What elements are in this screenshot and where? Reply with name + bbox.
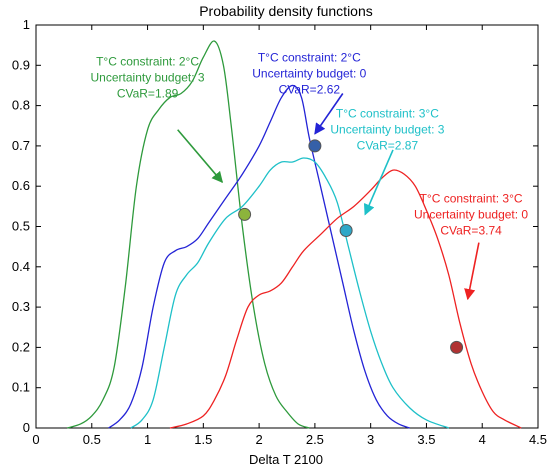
annotation-text-0: CVaR=1.89 — [117, 86, 179, 100]
y-tick-label: 0.3 — [12, 299, 30, 314]
annotation-text-2: Uncertainty budget: 3 — [330, 123, 444, 137]
cvar-marker-3 — [450, 340, 464, 354]
annotation-arrow-3 — [464, 242, 480, 301]
y-tick-label: 0.4 — [12, 259, 30, 274]
y-tick-label: 0.8 — [12, 98, 30, 113]
y-tick-label: 0.1 — [12, 380, 30, 395]
series-line-3 — [169, 169, 522, 429]
cvar-marker-1 — [308, 139, 322, 153]
annotation-arrow-2 — [363, 149, 394, 216]
annotation-arrow-0 — [177, 129, 224, 184]
series-line-0 — [67, 40, 310, 429]
x-tick-label: 2.5 — [306, 432, 324, 447]
annotation-arrow-1 — [314, 93, 344, 135]
y-tick-label: 0.2 — [12, 339, 30, 354]
annotation-text-1: Uncertainty budget: 0 — [252, 66, 366, 80]
x-tick-label: 4 — [479, 432, 486, 447]
annotation-text-3: CVaR=3.74 — [440, 223, 502, 237]
annotation-text-0: T°C constraint: 2°C — [96, 54, 199, 68]
annotation-text-1: T°C constraint: 2°C — [258, 50, 361, 64]
y-tick-label: 0.9 — [12, 57, 30, 72]
annotation-text-3: T°C constraint: 3°C — [420, 191, 523, 205]
x-axis-label: Delta T 2100 — [249, 452, 323, 467]
y-tick-label: 0.6 — [12, 178, 30, 193]
x-tick-label: 3 — [367, 432, 374, 447]
y-tick-label: 0.5 — [12, 219, 30, 234]
annotation-text-3: Uncertainty budget: 0 — [414, 207, 528, 221]
x-tick-label: 1.5 — [194, 432, 212, 447]
x-tick-label: 3.5 — [417, 432, 435, 447]
cvar-marker-0 — [238, 207, 252, 221]
annotation-text-0: Uncertainty budget: 3 — [91, 70, 205, 84]
x-tick-label: 4.5 — [529, 432, 547, 447]
cvar-marker-2 — [339, 224, 353, 238]
y-tick-label: 1 — [23, 17, 30, 32]
series-line-2 — [130, 157, 449, 429]
y-tick-label: 0.7 — [12, 138, 30, 153]
x-tick-label: 2 — [255, 432, 262, 447]
x-tick-label: 0.5 — [83, 432, 101, 447]
annotation-text-2: T°C constraint: 3°C — [336, 107, 439, 121]
annotation-text-2: CVaR=2.87 — [357, 139, 419, 153]
plot-area: 0 0.5 1 1.5 2 2.5 3 3.5 4 4.5 0 0.1 0.2 0.3 0.4 0.5 0.6 0… — [12, 17, 547, 447]
x-tick-label: 1 — [144, 432, 151, 447]
series-line-1 — [108, 84, 410, 429]
annotation-text-1: CVaR=2.62 — [279, 82, 341, 96]
x-tick-label: 0 — [32, 432, 39, 447]
chart-title: Probability density functions — [199, 3, 373, 19]
y-tick-label: 0 — [23, 420, 30, 435]
